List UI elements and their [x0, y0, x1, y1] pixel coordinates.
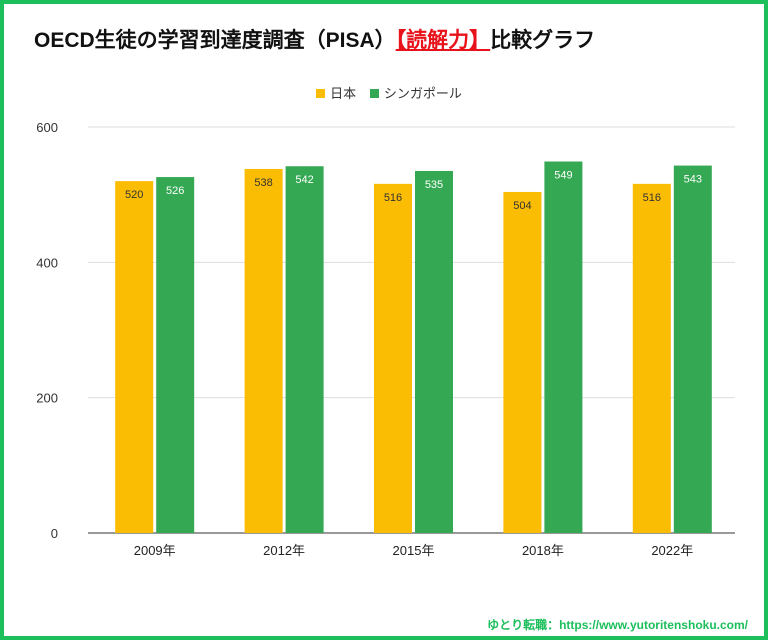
data-label: 526 — [166, 185, 184, 197]
legend-swatch-singapore — [369, 89, 379, 98]
data-label: 543 — [684, 174, 702, 186]
x-tick-label: 2018年 — [522, 543, 564, 558]
y-tick-label: 200 — [36, 391, 58, 406]
bar-singapore — [415, 170, 453, 533]
bar-singapore — [544, 161, 583, 533]
title-prefix: OECD生徒の学習到達度調査（PISA） — [34, 29, 396, 52]
legend: 日本 シンガポール — [0, 83, 768, 102]
bar-japan — [115, 181, 154, 533]
data-label: 542 — [295, 174, 313, 186]
data-label: 535 — [425, 179, 443, 191]
bar-japan — [632, 183, 671, 533]
y-tick-label: 600 — [36, 120, 58, 135]
x-tick-label: 2012年 — [263, 543, 305, 558]
y-tick-label: 0 — [51, 526, 58, 541]
x-tick-label: 2009年 — [134, 543, 176, 558]
y-tick-label: 400 — [36, 255, 58, 270]
bar-japan — [374, 183, 412, 533]
legend-swatch-japan — [316, 89, 326, 98]
data-label: 516 — [384, 192, 402, 204]
x-tick-label: 2022年 — [651, 543, 693, 558]
x-tick-label: 2015年 — [393, 543, 435, 558]
data-label: 516 — [643, 192, 661, 204]
legend-label-singapore: シンガポール — [383, 86, 462, 101]
bar-singapore — [285, 166, 324, 533]
footer-url[interactable]: ゆとり転職：https://www.yutoritenshoku.com/ — [487, 618, 748, 632]
bar-singapore — [156, 177, 195, 533]
data-label: 504 — [513, 200, 531, 212]
data-label: 549 — [554, 170, 572, 182]
data-label: 520 — [125, 189, 143, 201]
bar-japan — [503, 191, 542, 533]
data-label: 538 — [254, 177, 272, 189]
title-suffix: 比較グラフ — [490, 29, 596, 52]
legend-label-japan: 日本 — [330, 86, 357, 101]
bar-singapore — [673, 165, 712, 533]
bar-japan — [244, 168, 283, 533]
title-highlight: 【読解力】 — [395, 29, 491, 52]
chart-title: OECD生徒の学習到達度調査（PISA）【読解力】比較グラフ — [34, 24, 595, 54]
